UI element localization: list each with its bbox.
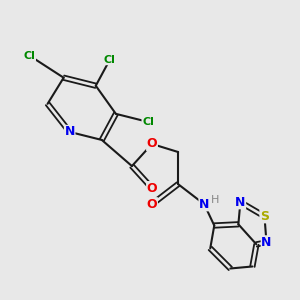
Text: N: N [64,125,75,138]
Text: S: S [260,210,269,223]
Text: N: N [261,236,272,249]
Text: H: H [211,195,220,205]
Text: O: O [147,182,157,195]
Text: Cl: Cl [24,51,35,61]
Text: N: N [235,196,246,209]
Text: N: N [199,198,209,211]
Text: O: O [147,137,157,151]
Text: Cl: Cl [104,55,116,64]
Text: O: O [147,198,157,211]
Text: Cl: Cl [142,117,154,127]
